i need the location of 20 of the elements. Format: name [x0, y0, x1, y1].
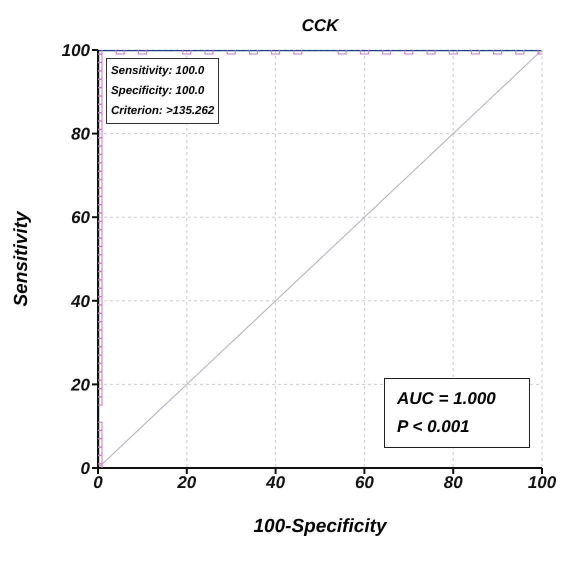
y-tick-label: 80 — [71, 124, 91, 144]
annotation: Criterion: >135.262 — [111, 104, 214, 119]
chart-title: CCK — [300, 16, 340, 36]
x-tick-label: 20 — [176, 473, 197, 492]
y-tick-label: 100 — [62, 41, 91, 60]
x-tick-label: 60 — [354, 473, 374, 492]
annotation: P < 0.001 — [397, 416, 471, 438]
x-tick-label: 80 — [444, 473, 464, 492]
x-axis-title: 100-Specificity — [252, 516, 388, 538]
x-tick-label: 0 — [93, 473, 104, 492]
y-tick-label: 20 — [70, 375, 91, 394]
annotation: Specificity: 100.0 — [111, 84, 206, 99]
annotation: Sensitivity: 100.0 — [111, 64, 206, 79]
x-tick-label: 100 — [528, 473, 557, 492]
y-tick-label: 0 — [80, 459, 91, 478]
y-axis-title: Sensitivity — [11, 210, 33, 309]
y-tick-label: 40 — [70, 292, 91, 311]
annotation: AUC = 1.000 — [397, 388, 497, 410]
x-tick-label: 40 — [265, 473, 286, 492]
y-tick-label: 60 — [71, 208, 91, 228]
